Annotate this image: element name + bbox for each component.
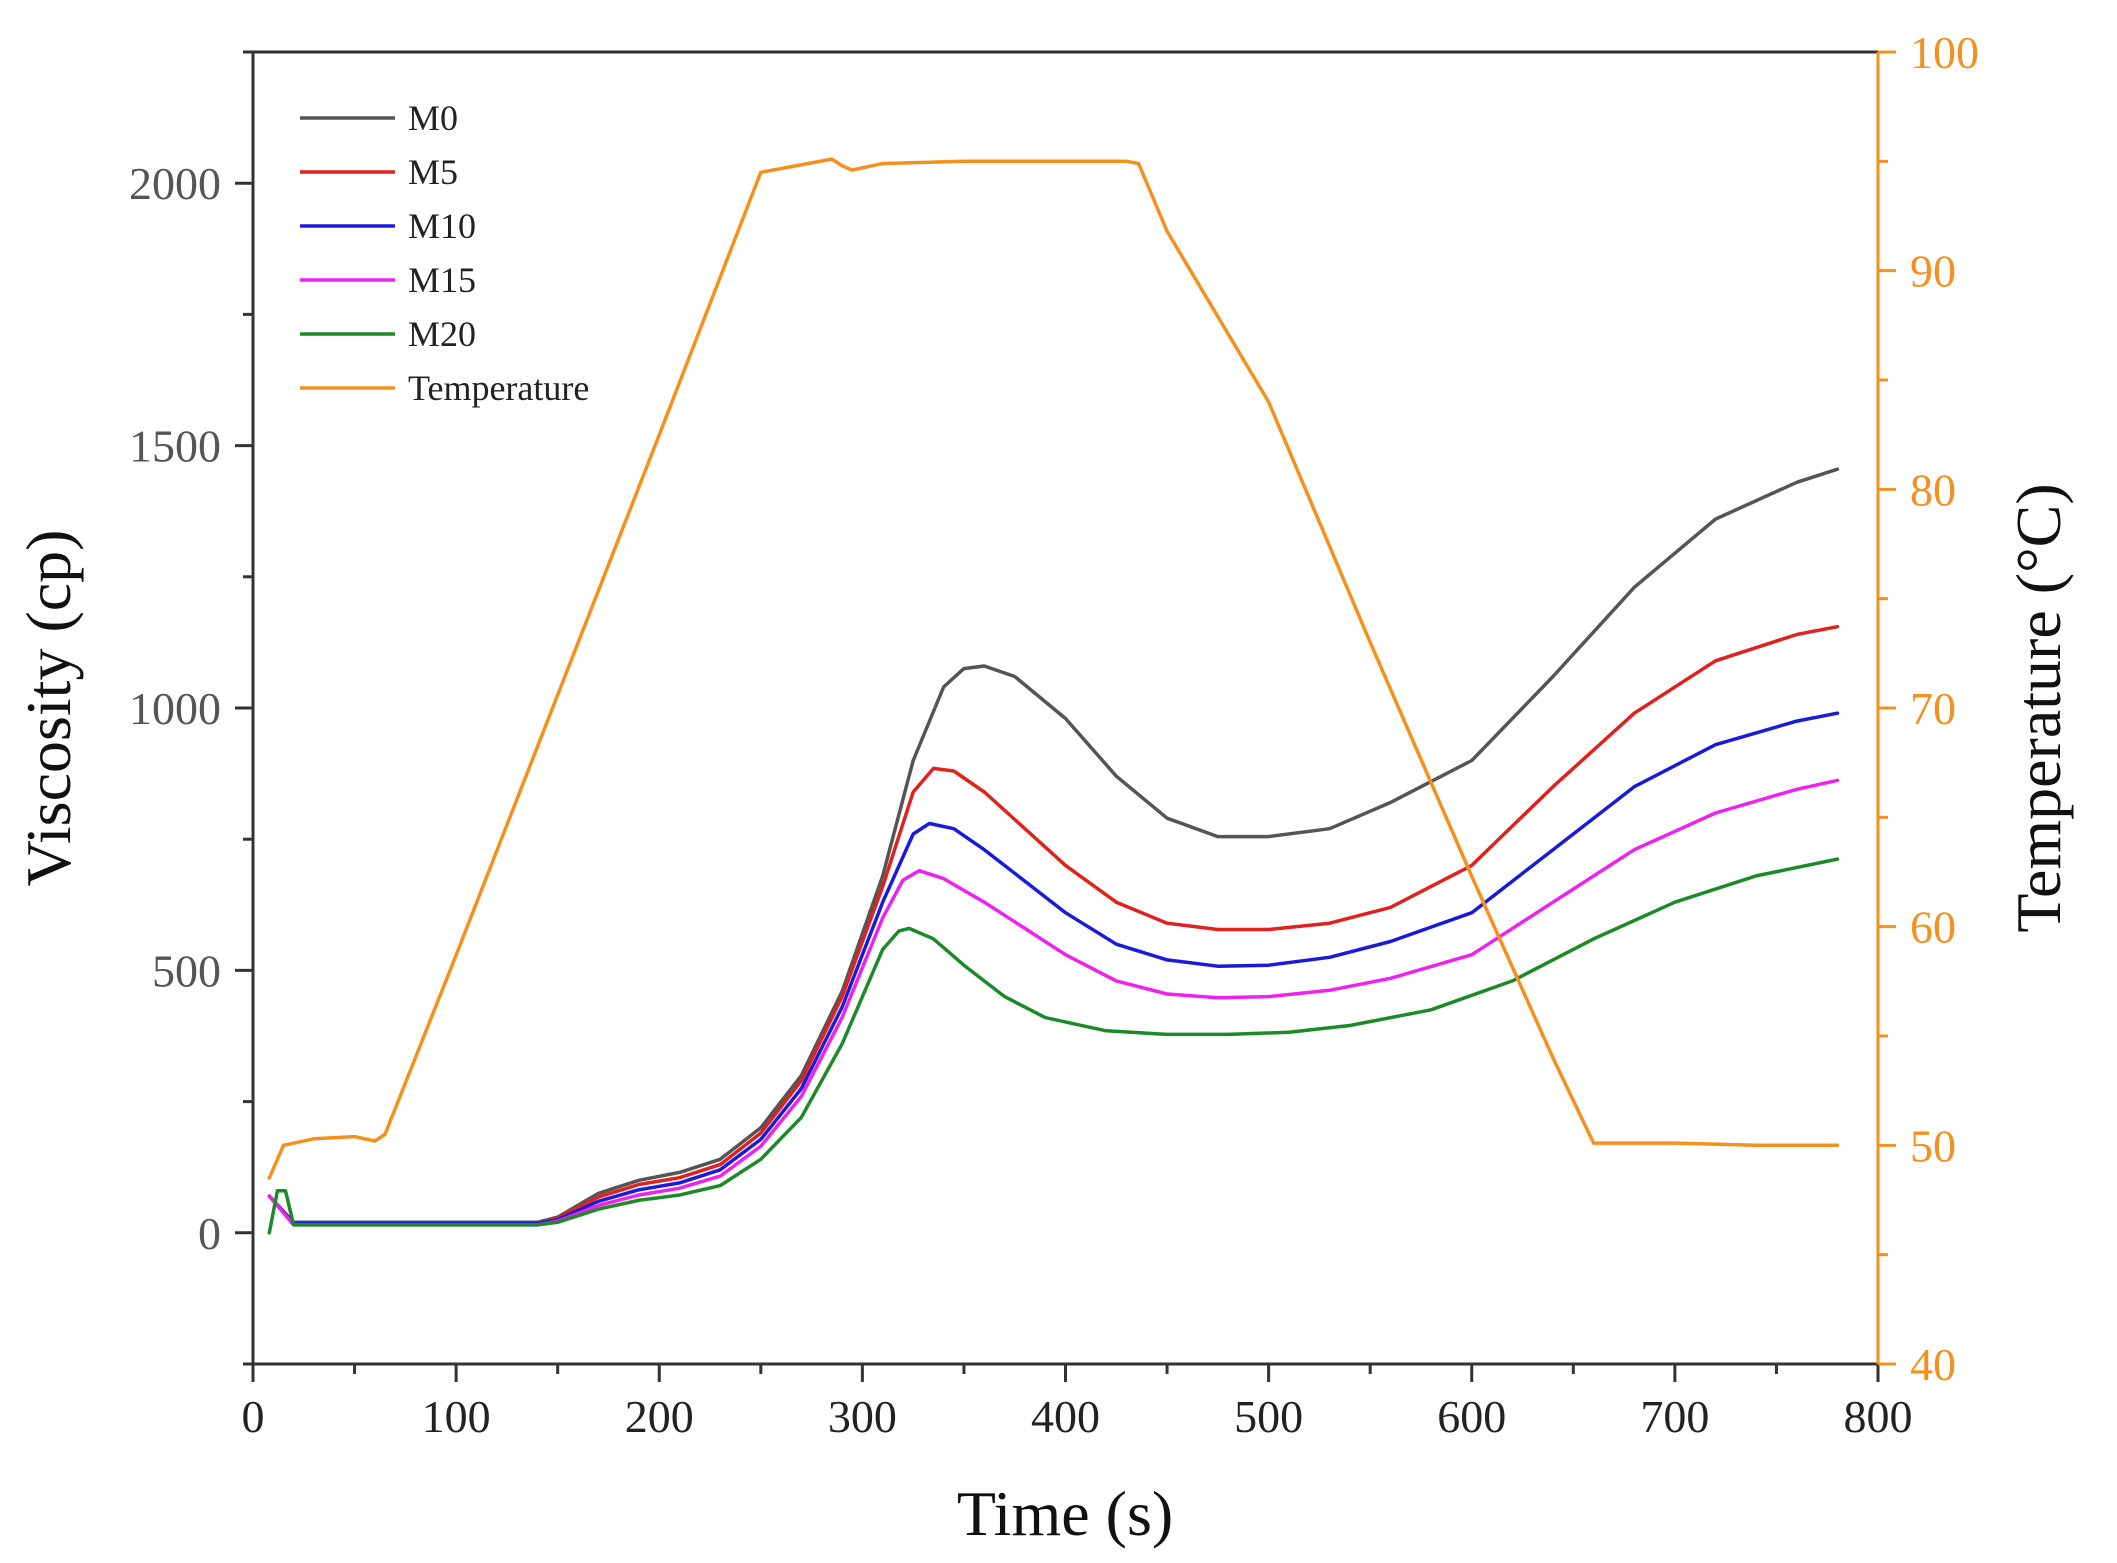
legend-label-m5: M5 [408,152,458,192]
series-line-m20 [267,857,1840,1235]
series-line-m15 [267,778,1840,1227]
series-layer [267,157,1840,1235]
ticks-layer: 0 100 200 300 400 500 600 700 800 0 500 1000 1500 200… [129,27,1979,1442]
legend: M0 M5 M10 M15 M20 Temperature [300,98,589,408]
x-tick-label-700: 700 [1640,1391,1709,1442]
x-tick-label-300: 300 [828,1391,897,1442]
y-axis-title: Viscosity (cp) [13,530,84,887]
x-tick-label-600: 600 [1437,1391,1506,1442]
y-tick-label-0: 0 [198,1208,221,1259]
legend-label-m10: M10 [408,206,476,246]
y2-axis-title: Temperature (°C) [2003,483,2074,932]
legend-label-m15: M15 [408,260,476,300]
series-line-m5 [267,624,1840,1226]
legend-label-m0: M0 [408,98,458,138]
x-tick-label-200: 200 [625,1391,694,1442]
y-tick-label-500: 500 [152,945,221,996]
y-tick-label-1000: 1000 [129,683,221,734]
x-tick-label-100: 100 [422,1391,491,1442]
legend-label-m20: M20 [408,314,476,354]
y2-tick-label-80: 80 [1910,464,1956,515]
x-axis-title: Time (s) [957,1478,1173,1549]
x-tick-label-0: 0 [242,1391,265,1442]
y2-tick-label-40: 40 [1910,1339,1956,1390]
x-tick-label-400: 400 [1031,1391,1100,1442]
y-tick-label-1500: 1500 [129,421,221,472]
y2-tick-label-50: 50 [1910,1120,1956,1171]
series-line-m0 [267,467,1840,1225]
y2-tick-label-90: 90 [1910,246,1956,297]
y2-tick-label-100: 100 [1910,27,1979,78]
y-tick-label-2000: 2000 [129,158,221,209]
x-tick-label-800: 800 [1844,1391,1913,1442]
series-line-m10 [267,711,1840,1226]
y2-tick-label-70: 70 [1910,683,1956,734]
series-line-temperature [267,157,1840,1180]
x-tick-label-500: 500 [1234,1391,1303,1442]
y2-tick-label-60: 60 [1910,902,1956,953]
legend-label-temperature: Temperature [408,368,589,408]
